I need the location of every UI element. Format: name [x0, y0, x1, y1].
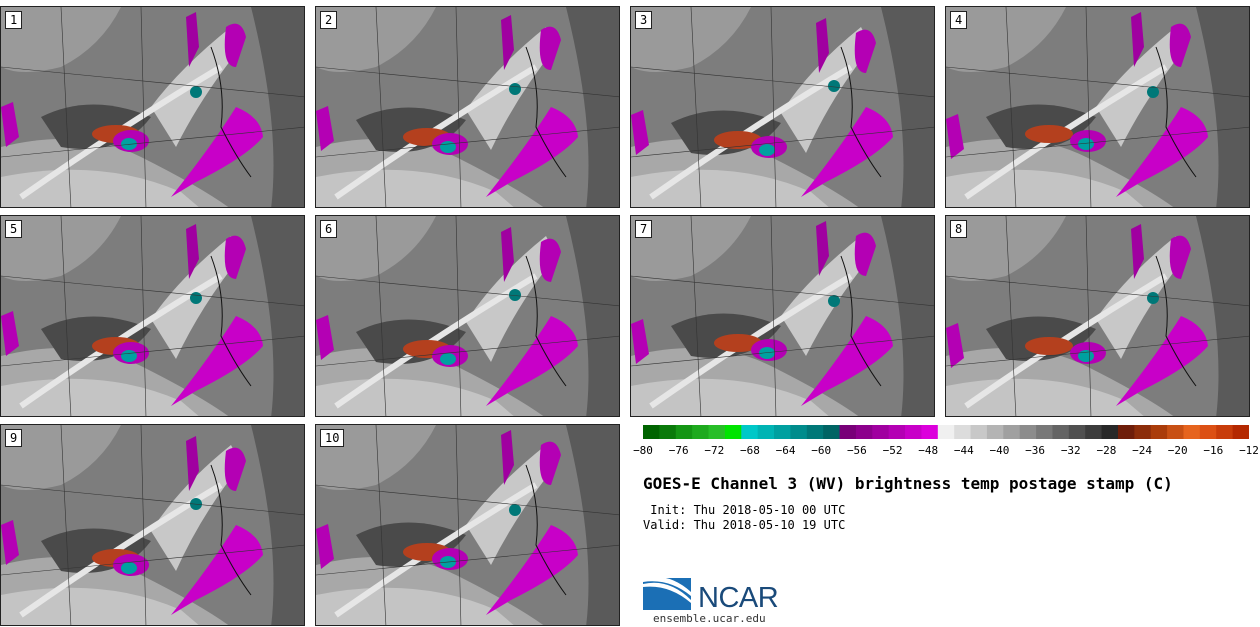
panel-number: 1: [5, 11, 23, 29]
colorbar-segment: [970, 425, 988, 439]
colorbar-segment: [1085, 425, 1103, 439]
colorbar-segment: [839, 425, 857, 439]
colorbar-tick-label: −24: [1132, 444, 1152, 457]
colorbar-segment: [937, 425, 955, 439]
colorbar-segment: [1199, 425, 1217, 439]
colorbar-segment: [855, 425, 873, 439]
map-panel: 6: [315, 215, 620, 417]
water-vapor-map: [1, 216, 304, 416]
colorbar-segment: [986, 425, 1004, 439]
colorbar-segment: [905, 425, 922, 439]
water-vapor-map: [631, 216, 934, 416]
colorbar-segment: [823, 425, 841, 439]
map-panel: 1: [0, 6, 305, 208]
logo-name: NCAR: [698, 582, 779, 614]
panel-number: 6: [320, 220, 338, 238]
logo-url: ensemble.ucar.edu: [653, 612, 766, 625]
panel-number: 9: [5, 429, 23, 447]
colorbar-segment: [1167, 425, 1184, 439]
ncar-logo-icon: [643, 576, 691, 610]
water-vapor-map: [316, 216, 619, 416]
colorbar-tick-label: −28: [1096, 444, 1117, 457]
colorbar-segment: [1036, 425, 1053, 439]
colorbar-segment: [774, 425, 791, 439]
colorbar-tick-label: −48: [918, 444, 939, 457]
valid-time: Valid: Thu 2018-05-10 19 UTC: [643, 518, 846, 532]
colorbar-segment: [921, 425, 939, 439]
map-panel: 10: [315, 424, 620, 626]
colorbar-segment: [1068, 425, 1086, 439]
colorbar-tick-label: −52: [882, 444, 903, 457]
colorbar-segment: [1003, 425, 1021, 439]
figure-title: GOES-E Channel 3 (WV) brightness temp po…: [643, 474, 1173, 493]
colorbar-tick-label: −68: [740, 444, 760, 457]
colorbar-tick-label: −32: [1060, 444, 1081, 457]
colorbar-tick-label: −16: [1203, 444, 1224, 457]
colorbar-segment: [806, 425, 824, 439]
colorbar-segment: [888, 425, 906, 439]
water-vapor-map: [316, 7, 619, 207]
colorbar-segment: [643, 425, 660, 439]
colorbar-segment: [675, 425, 693, 439]
map-panel: 2: [315, 6, 620, 208]
panel-number: 2: [320, 11, 338, 29]
init-time: Init: Thu 2018-05-10 00 UTC: [643, 503, 846, 517]
colorbar-segment: [954, 425, 972, 439]
colorbar-segment: [741, 425, 759, 439]
map-panel: 9: [0, 424, 305, 626]
colorbar-tick-label: −60: [811, 444, 832, 457]
colorbar-segment: [1101, 425, 1119, 439]
colorbar-segment: [757, 425, 775, 439]
colorbar-tick-label: −72: [704, 444, 725, 457]
colorbar-tick-label: −76: [668, 444, 689, 457]
map-panel: 3: [630, 6, 935, 208]
colorbar-segment: [1134, 425, 1152, 439]
colorbar-segment: [872, 425, 890, 439]
map-panel: 8: [945, 215, 1250, 417]
map-panel: 7: [630, 215, 935, 417]
colorbar-tick-label: −64: [775, 444, 796, 457]
panel-number: 3: [635, 11, 653, 29]
colorbar-tick-label: −44: [953, 444, 974, 457]
panel-number: 10: [320, 429, 345, 447]
colorbar-tick-label: −12: [1239, 444, 1259, 457]
colorbar-segment: [1019, 425, 1037, 439]
panel-number: 4: [950, 11, 968, 29]
map-panel: 5: [0, 215, 305, 417]
water-vapor-map: [316, 425, 619, 625]
water-vapor-map: [1, 425, 304, 625]
colorbar-segment: [692, 425, 710, 439]
water-vapor-map: [631, 7, 934, 207]
panel-number: 8: [950, 220, 968, 238]
colorbar-segment: [790, 425, 808, 439]
colorbar-segment: [1117, 425, 1135, 439]
panel-number: 5: [5, 220, 23, 238]
colorbar-tick-label: −56: [846, 444, 867, 457]
water-vapor-map: [946, 216, 1249, 416]
colorbar-segment: [724, 425, 742, 439]
colorbar-segment: [1183, 425, 1201, 439]
colorbar-segment: [1150, 425, 1168, 439]
colorbar-tick-label: −80: [633, 444, 653, 457]
colorbar-tick-label: −40: [989, 444, 1010, 457]
colorbar: [643, 425, 1249, 439]
colorbar-segment: [659, 425, 677, 439]
colorbar-segment: [1052, 425, 1070, 439]
colorbar-tick-label: −36: [1025, 444, 1046, 457]
colorbar-tick-label: −20: [1167, 444, 1188, 457]
panel-number: 7: [635, 220, 653, 238]
colorbar-segment: [1232, 425, 1249, 439]
water-vapor-map: [946, 7, 1249, 207]
colorbar-labels: −80 −76 −72 −68 −64 −60 −56 −52 −48 −44 −40 −36 −32 −…: [0, 444, 1260, 460]
colorbar-segment: [1216, 425, 1234, 439]
water-vapor-map: [1, 7, 304, 207]
colorbar-segment: [708, 425, 726, 439]
map-panel: 4: [945, 6, 1250, 208]
